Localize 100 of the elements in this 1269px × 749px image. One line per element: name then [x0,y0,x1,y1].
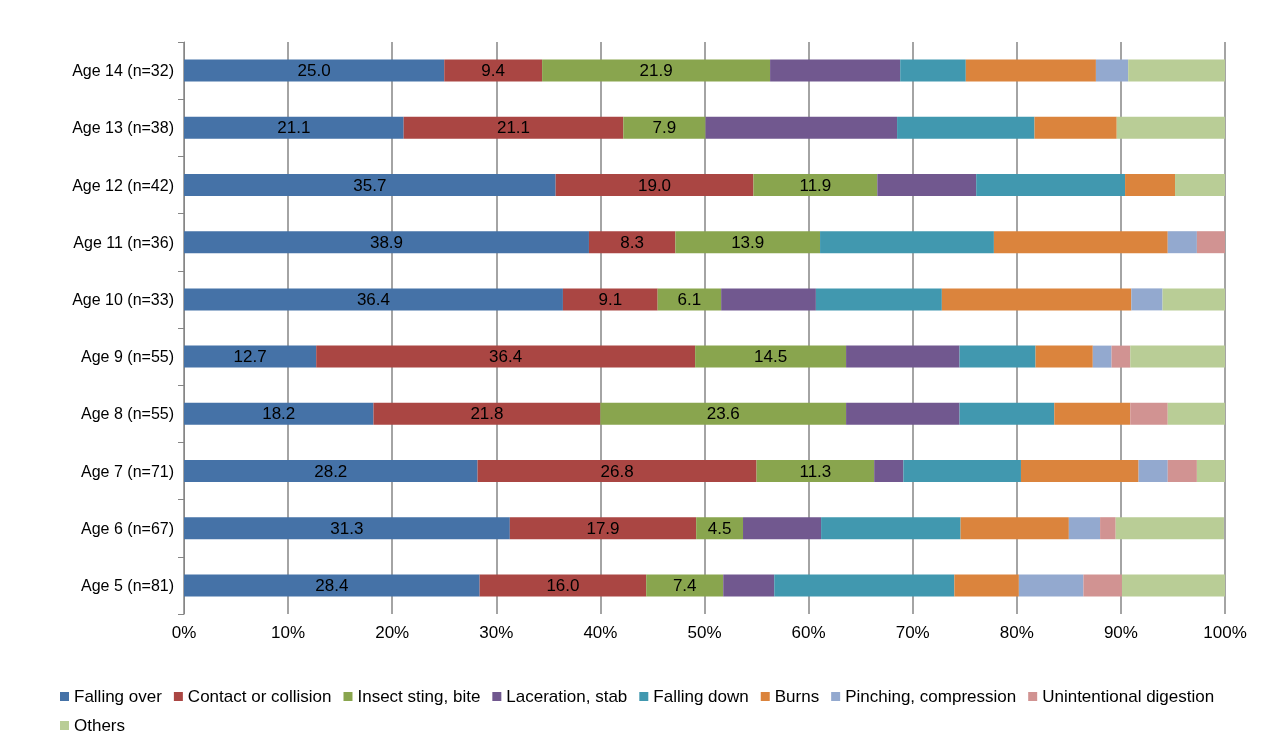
bar [555,174,754,196]
legend-label: Insect sting, bite [357,687,481,706]
data-label: 17.9 [586,518,620,538]
bar [941,288,1132,311]
bar [184,174,556,196]
bar [874,460,904,482]
bar [993,231,1168,254]
bar [1128,59,1225,82]
bar [184,231,589,254]
y-tick-label: Age 7 (n=71) [81,462,174,480]
data-label: 4.5 [707,518,732,538]
bar [1020,460,1139,482]
bar [1162,288,1225,311]
bar [1196,231,1225,254]
x-tick-label: 90% [1103,623,1138,642]
data-label: 36.4 [356,289,391,309]
bar [646,574,724,597]
x-tick-label: 50% [687,623,722,642]
y-tick-label: Age 13 (n=38) [72,119,174,137]
bar [1130,402,1168,425]
bar [900,59,966,82]
bar [960,517,1069,540]
bar [959,345,1036,368]
bar [1196,460,1225,482]
bar [1034,116,1117,139]
bar [695,345,847,368]
bar [184,345,317,368]
data-label: 21.1 [277,118,311,138]
bar [184,402,374,425]
data-label: 21.1 [496,118,531,138]
bar [1138,460,1168,482]
bar [184,116,404,139]
y-tick-label: Age 10 (n=33) [72,290,174,308]
bar [959,402,1055,425]
data-label: 38.9 [369,232,404,252]
data-label: 16.0 [546,575,580,595]
legend-label: Burns [774,687,820,706]
bar [756,460,875,482]
bar [562,288,658,311]
bar [820,231,994,254]
y-tick-label: Age 14 (n=32) [72,62,174,80]
bar [477,460,757,482]
data-label: 23.6 [706,404,740,424]
bar [846,345,960,368]
data-label: 14.5 [754,347,788,367]
bar [723,574,775,597]
x-tick-label: 60% [791,623,826,642]
bar [600,402,847,425]
data-label: 8.3 [620,232,644,252]
bar [1083,574,1122,597]
bar [542,59,771,82]
bar [1130,345,1225,368]
bar [588,231,676,254]
bar [877,174,977,196]
legend-label: Falling over [74,687,163,706]
bar [1125,174,1176,196]
x-tick-label: 20% [375,623,410,642]
bar [1131,288,1163,311]
bar [721,288,816,311]
x-tick-label: 100% [1203,623,1247,642]
bar [1121,574,1225,597]
data-label: 36.4 [489,347,523,367]
data-label: 13.9 [731,232,765,252]
bar [1167,231,1197,254]
bar [184,288,563,311]
y-tick-label: Age 6 (n=67) [81,519,174,537]
bar [1116,116,1225,139]
bar [479,574,647,597]
x-tick-label: 80% [999,623,1034,642]
y-tick-label: Age 9 (n=55) [81,348,174,366]
legend-label: Laceration, stab [506,687,628,706]
bar [1018,574,1084,597]
legend-label: Unintentional digestion [1042,687,1215,706]
bar [675,231,821,254]
bar [976,174,1126,196]
bar [705,116,898,139]
y-tick-label: Age 12 (n=42) [72,176,174,194]
data-label: 25.0 [297,61,331,81]
bar [770,59,901,82]
y-tick-label: Age 8 (n=55) [81,405,174,423]
data-label: 21.9 [639,61,673,81]
bar [1175,174,1225,196]
bar [184,574,480,597]
bar [623,116,706,139]
bar [509,517,697,540]
legend-label: Contact or collision [187,687,332,706]
bar [815,288,942,311]
data-label: 28.4 [315,575,349,595]
bar [1167,402,1225,425]
bar [903,460,1021,482]
bar [373,402,601,425]
x-tick-label: 30% [479,623,514,642]
bar [954,574,1019,597]
data-label: 11.9 [799,175,832,195]
bar [444,59,543,82]
legend-label: Others [74,716,126,735]
bar [1092,345,1112,368]
bar [821,517,961,540]
bar [743,517,822,540]
bar [184,517,510,540]
